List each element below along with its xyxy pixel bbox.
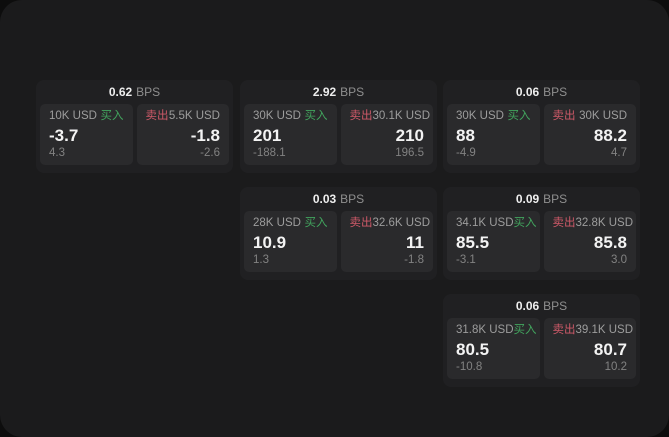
sell-quote-tile[interactable]: 卖出 30K USD 88.2 4.7 [543, 104, 636, 165]
sell-quote-tile[interactable]: 卖出 30.1K USD 210 196.5 [340, 104, 433, 165]
bps-value: 2.92 [312, 85, 337, 99]
card-header: 0.62 BPS [36, 80, 233, 104]
bps-unit-label: BPS [543, 299, 568, 313]
sell-delta: -1.8 [404, 253, 424, 266]
buy-amount: 31.8K USD [456, 324, 514, 336]
buy-price: 88 [456, 125, 475, 145]
quote-card: 0.06 BPS 31.8K USD 买入 80.5 -10.8 卖出 39.1… [443, 294, 640, 387]
bps-unit-label: BPS [340, 85, 365, 99]
buy-quote-tile[interactable]: 31.8K USD 买入 80.5 -10.8 [447, 318, 540, 379]
buy-amount: 10K USD [49, 110, 97, 122]
bps-unit-label: BPS [543, 85, 568, 99]
sell-price: 85.8 [593, 232, 627, 252]
buy-price: 201 [253, 125, 282, 145]
sell-price: 210 [395, 125, 424, 145]
sell-amount: 32.6K USD [372, 217, 431, 229]
sell-price: 80.7 [593, 339, 627, 359]
quote-card: 0.09 BPS 34.1K USD 买入 85.5 -3.1 卖出 32.8K… [443, 187, 640, 280]
buy-quote-tile[interactable]: 30K USD 买入 201 -188.1 [244, 104, 337, 165]
card-header: 2.92 BPS [240, 80, 437, 104]
sell-price: 88.2 [593, 125, 627, 145]
buy-quote-tile[interactable]: 34.1K USD 买入 85.5 -3.1 [447, 211, 540, 272]
card-body: 10K USD 买入 -3.7 4.3 卖出 5.5K USD -1.8 -2.… [36, 104, 233, 165]
sell-delta: -2.6 [200, 146, 220, 159]
bps-value: 0.62 [108, 85, 133, 99]
card-header: 0.06 BPS [443, 80, 640, 104]
sell-amount: 5.5K USD [168, 110, 220, 122]
buy-amount: 28K USD [253, 217, 301, 229]
sell-amount: 39.1K USD [575, 324, 634, 336]
card-body: 31.8K USD 买入 80.5 -10.8 卖出 39.1K USD 80.… [443, 318, 640, 379]
buy-delta: -10.8 [456, 360, 483, 373]
card-header: 0.03 BPS [240, 187, 437, 211]
buy-amount: 34.1K USD [456, 217, 514, 229]
buy-amount: 30K USD [253, 110, 301, 122]
card-header: 0.06 BPS [443, 294, 640, 318]
buy-price: 85.5 [456, 232, 490, 252]
buy-delta: -3.1 [456, 253, 476, 266]
card-body: 30K USD 买入 201 -188.1 卖出 30.1K USD 210 1… [240, 104, 437, 165]
buy-price: 10.9 [253, 232, 287, 252]
card-header: 0.09 BPS [443, 187, 640, 211]
buy-price: -3.7 [49, 125, 79, 145]
sell-delta: 196.5 [395, 146, 424, 159]
buy-side-label: 买入 [100, 110, 124, 122]
quote-card: 0.03 BPS 28K USD 买入 10.9 1.3 卖出 32.6K US… [240, 187, 437, 280]
buy-quote-tile[interactable]: 28K USD 买入 10.9 1.3 [244, 211, 337, 272]
buy-delta: -4.9 [456, 146, 476, 159]
buy-delta: 1.3 [253, 253, 269, 266]
bps-unit-label: BPS [543, 192, 568, 206]
buy-quote-tile[interactable]: 30K USD 买入 88 -4.9 [447, 104, 540, 165]
buy-delta: 4.3 [49, 146, 65, 159]
quote-card: 0.62 BPS 10K USD 买入 -3.7 4.3 卖出 5.5K USD [36, 80, 233, 173]
sell-quote-tile[interactable]: 卖出 5.5K USD -1.8 -2.6 [136, 104, 229, 165]
buy-quote-tile[interactable]: 10K USD 买入 -3.7 4.3 [40, 104, 133, 165]
buy-side-label: 买入 [513, 217, 537, 229]
card-body: 30K USD 买入 88 -4.9 卖出 30K USD 88.2 4.7 [443, 104, 640, 165]
sell-delta: 4.7 [611, 146, 627, 159]
sell-amount: 30K USD [579, 110, 627, 122]
sell-amount: 30.1K USD [372, 110, 431, 122]
sell-side-label: 卖出 [349, 110, 373, 122]
sell-price: -1.8 [190, 125, 220, 145]
sell-side-label: 卖出 [349, 217, 373, 229]
sell-side-label: 卖出 [552, 324, 576, 336]
sell-price: 11 [406, 232, 424, 252]
buy-delta: -188.1 [253, 146, 286, 159]
buy-price: 80.5 [456, 339, 490, 359]
sell-quote-tile[interactable]: 卖出 32.6K USD 11 -1.8 [340, 211, 433, 272]
card-body: 34.1K USD 买入 85.5 -3.1 卖出 32.8K USD 85.8… [443, 211, 640, 272]
sell-amount: 32.8K USD [575, 217, 634, 229]
buy-amount: 30K USD [456, 110, 504, 122]
quote-card: 2.92 BPS 30K USD 买入 201 -188.1 卖出 30.1K … [240, 80, 437, 173]
sell-side-label: 卖出 [552, 217, 576, 229]
buy-side-label: 买入 [513, 324, 537, 336]
quote-card: 0.06 BPS 30K USD 买入 88 -4.9 卖出 30K USD [443, 80, 640, 173]
buy-side-label: 买入 [304, 217, 328, 229]
bps-value: 0.09 [515, 192, 540, 206]
bps-value: 0.06 [515, 299, 540, 313]
buy-side-label: 买入 [507, 110, 531, 122]
bps-unit-label: BPS [136, 85, 161, 99]
sell-side-label: 卖出 [552, 110, 576, 122]
card-body: 28K USD 买入 10.9 1.3 卖出 32.6K USD 11 -1.8 [240, 211, 437, 272]
bps-value: 0.06 [515, 85, 540, 99]
sell-delta: 3.0 [611, 253, 627, 266]
sell-quote-tile[interactable]: 卖出 32.8K USD 85.8 3.0 [543, 211, 636, 272]
sell-delta: 10.2 [604, 360, 627, 373]
sell-quote-tile[interactable]: 卖出 39.1K USD 80.7 10.2 [543, 318, 636, 379]
bps-value: 0.03 [312, 192, 337, 206]
buy-side-label: 买入 [304, 110, 328, 122]
sell-side-label: 卖出 [145, 110, 169, 122]
bps-unit-label: BPS [340, 192, 365, 206]
